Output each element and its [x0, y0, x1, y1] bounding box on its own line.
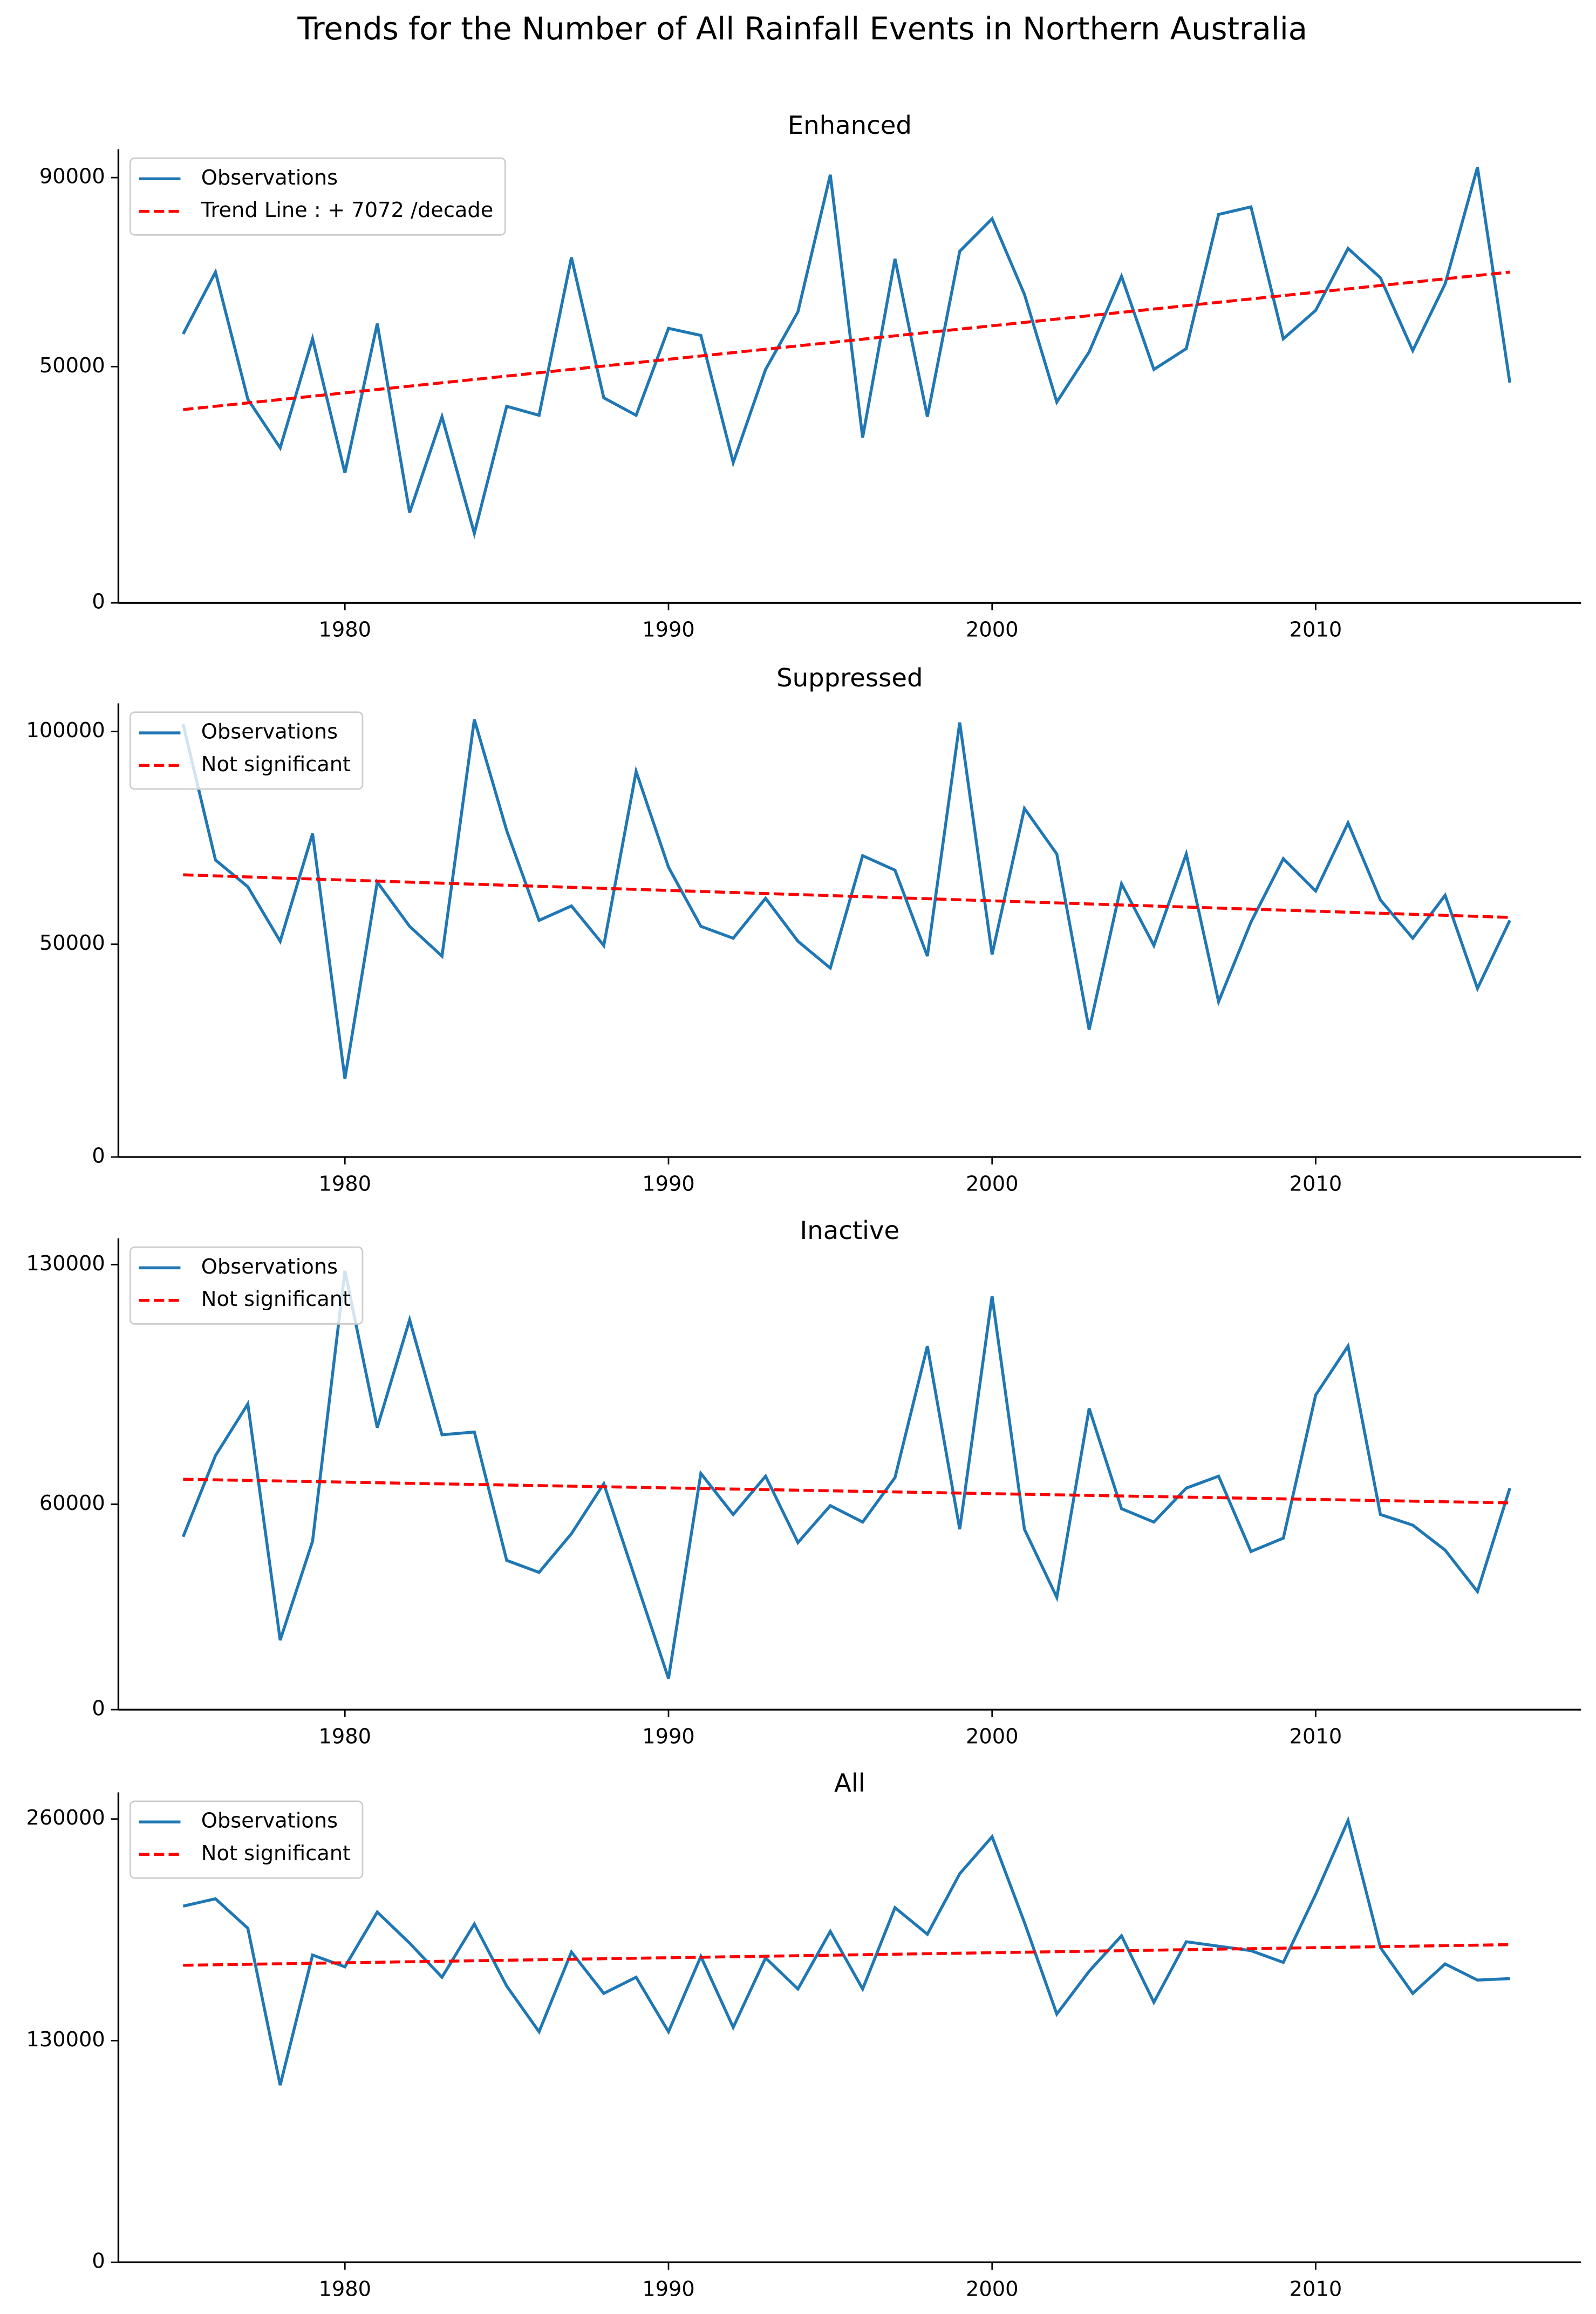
- legend-box: [129, 1246, 364, 1325]
- y-tick-label: 0: [92, 2249, 105, 2274]
- x-tick-label: 1980: [318, 1172, 371, 1196]
- x-tick-label: 1990: [642, 1172, 695, 1196]
- legend-label: Observations: [201, 720, 338, 744]
- x-tick-label: 2010: [1290, 618, 1342, 642]
- y-tick-label: 50000: [39, 931, 105, 955]
- y-tick-label: 0: [92, 1697, 105, 1721]
- y-tick-label: 90000: [39, 165, 105, 189]
- legend-box: [129, 711, 364, 790]
- legend-label: Not significant: [201, 1841, 351, 1866]
- y-tick-label: 50000: [39, 353, 105, 378]
- panel-title: Enhanced: [788, 111, 912, 140]
- x-tick-label: 2000: [966, 2277, 1019, 2302]
- legend-label: Observations: [201, 166, 338, 190]
- y-tick-label: 0: [92, 1144, 105, 1168]
- y-tick-label: 130000: [26, 1251, 105, 1276]
- x-tick-label: 2010: [1290, 1172, 1342, 1196]
- x-tick-label: 1990: [642, 1725, 695, 1749]
- panel-title: Inactive: [800, 1216, 900, 1245]
- x-tick-label: 2010: [1290, 1725, 1342, 1749]
- series-line: [183, 270, 1510, 411]
- x-tick-label: 1980: [318, 2277, 371, 2302]
- legend-label: Observations: [201, 1809, 338, 1833]
- series-line: [181, 1270, 1511, 1679]
- y-tick-label: 130000: [26, 2027, 105, 2052]
- legend-box: [129, 157, 506, 236]
- x-tick-label: 2000: [966, 618, 1019, 642]
- panel-title: Suppressed: [776, 663, 923, 692]
- x-tick-label: 1990: [642, 2277, 695, 2302]
- legend-box: [129, 1800, 364, 1879]
- legend-label: Not significant: [201, 752, 351, 777]
- series-line: [182, 1816, 1510, 2086]
- x-tick-label: 1980: [318, 618, 371, 642]
- y-tick-label: 260000: [26, 1806, 105, 1830]
- series-line: [183, 1478, 1510, 1505]
- x-tick-label: 1990: [642, 618, 695, 642]
- series-line: [181, 719, 1511, 1079]
- figure-title: Trends for the Number of All Rainfall Ev…: [297, 11, 1307, 47]
- legend-label: Not significant: [201, 1287, 351, 1311]
- x-tick-label: 1980: [318, 1725, 371, 1749]
- legend-label: Trend Line : + 7072 /decade: [201, 198, 494, 222]
- x-tick-label: 2010: [1290, 2277, 1342, 2302]
- series-line: [181, 167, 1511, 540]
- legend-label: Observations: [201, 1255, 338, 1279]
- panel-title: All: [834, 1768, 865, 1798]
- x-tick-label: 2000: [966, 1172, 1019, 1196]
- y-tick-label: 0: [92, 590, 105, 614]
- y-tick-label: 60000: [39, 1491, 105, 1515]
- x-tick-label: 2000: [966, 1725, 1019, 1749]
- y-tick-label: 100000: [26, 718, 105, 743]
